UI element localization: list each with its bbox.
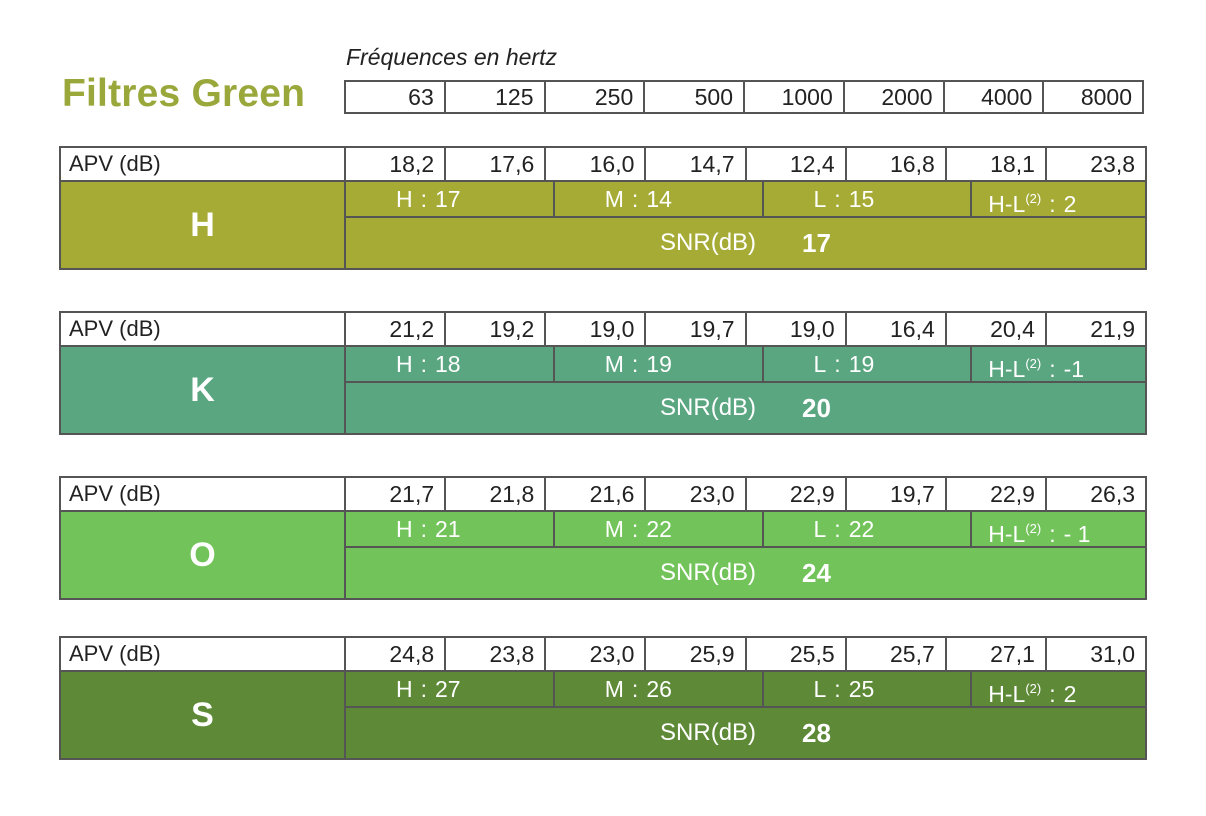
ratings-row: H:18 M:19 L:19 H-L(2): -1 bbox=[346, 347, 1145, 383]
frequency-cell: 8000 bbox=[1080, 84, 1132, 110]
apv-row: APV (dB) 18,2 17,6 16,0 14,7 12,4 16,8 1… bbox=[59, 146, 1147, 182]
snr-row: SNR(dB) 28 bbox=[346, 708, 1145, 758]
apv-cell: 16,0 bbox=[546, 148, 647, 180]
snr-row: SNR(dB) 24 bbox=[346, 548, 1145, 598]
apv-cell: 25,7 bbox=[847, 638, 947, 670]
snr-label: SNR(dB) bbox=[660, 229, 757, 256]
rating-l: L:25 bbox=[764, 672, 973, 706]
frequency-header-table: 63 125 250 500 1000 2000 4000 8000 bbox=[344, 80, 1144, 114]
apv-cell: 25,5 bbox=[747, 638, 847, 670]
filter-letter: H bbox=[190, 205, 215, 244]
filter-block-s: APV (dB) 24,8 23,8 23,0 25,9 25,5 25,7 2… bbox=[59, 636, 1147, 760]
apv-cell: 21,2 bbox=[346, 313, 447, 345]
filter-letter: K bbox=[190, 370, 215, 409]
filter-color-area: K H:18 M:19 L:19 H-L(2): -1 SNR(dB) 20 bbox=[59, 345, 1147, 435]
apv-cell: 26,3 bbox=[1090, 481, 1135, 507]
rating-l: L:22 bbox=[764, 512, 973, 546]
apv-cell: 19,0 bbox=[747, 313, 847, 345]
apv-cell: 19,2 bbox=[446, 313, 547, 345]
apv-label: APV (dB) bbox=[61, 638, 346, 670]
frequency-cell: 4000 bbox=[945, 82, 1045, 112]
apv-cell: 21,6 bbox=[546, 478, 647, 510]
frequency-cell: 500 bbox=[645, 82, 745, 112]
filter-block-k: APV (dB) 21,2 19,2 19,0 19,7 19,0 16,4 2… bbox=[59, 311, 1147, 435]
filter-letter: O bbox=[189, 535, 216, 574]
filter-letter-box: S bbox=[61, 672, 346, 758]
rating-m: M:26 bbox=[555, 672, 764, 706]
apv-cell: 27,1 bbox=[947, 638, 1047, 670]
frequency-cell: 250 bbox=[546, 82, 646, 112]
apv-cell: 12,4 bbox=[747, 148, 847, 180]
apv-row: APV (dB) 24,8 23,8 23,0 25,9 25,5 25,7 2… bbox=[59, 636, 1147, 672]
snr-label: SNR(dB) bbox=[660, 719, 757, 746]
frequency-caption: Fréquences en hertz bbox=[346, 44, 557, 70]
filter-color-area: S H:27 M:26 L:25 H-L(2):2 SNR(dB) 28 bbox=[59, 670, 1147, 760]
rating-h: H:18 bbox=[346, 347, 555, 381]
rating-hl: H-L(2):2 bbox=[988, 191, 1077, 217]
apv-cell: 20,4 bbox=[947, 313, 1047, 345]
snr-label: SNR(dB) bbox=[660, 559, 757, 586]
snr-value: 24 bbox=[802, 557, 831, 588]
snr-value: 28 bbox=[802, 717, 831, 748]
frequency-cell: 1000 bbox=[745, 82, 845, 112]
frequency-cell: 2000 bbox=[845, 82, 945, 112]
apv-cell: 23,0 bbox=[546, 638, 647, 670]
apv-cell: 21,9 bbox=[1090, 316, 1135, 342]
apv-cell: 19,7 bbox=[646, 313, 747, 345]
apv-cell: 19,0 bbox=[546, 313, 647, 345]
filter-letter-box: H bbox=[61, 182, 346, 268]
frequency-cell: 63 bbox=[346, 82, 446, 112]
snr-value: 17 bbox=[802, 227, 831, 258]
ratings-row: H:27 M:26 L:25 H-L(2):2 bbox=[346, 672, 1145, 708]
apv-cell: 25,9 bbox=[646, 638, 747, 670]
apv-cell: 14,7 bbox=[646, 148, 747, 180]
apv-row: APV (dB) 21,7 21,8 21,6 23,0 22,9 19,7 2… bbox=[59, 476, 1147, 512]
apv-cell: 22,9 bbox=[747, 478, 847, 510]
apv-cell: 16,8 bbox=[847, 148, 947, 180]
apv-cell: 22,9 bbox=[947, 478, 1047, 510]
apv-cell: 21,8 bbox=[446, 478, 547, 510]
rating-h: H:27 bbox=[346, 672, 555, 706]
apv-cell: 16,4 bbox=[847, 313, 947, 345]
apv-cell: 17,6 bbox=[446, 148, 547, 180]
filter-block-o: APV (dB) 21,7 21,8 21,6 23,0 22,9 19,7 2… bbox=[59, 476, 1147, 600]
apv-cell: 23,8 bbox=[1090, 151, 1135, 177]
rating-m: M:19 bbox=[555, 347, 764, 381]
rating-hl: H-L(2): -1 bbox=[988, 356, 1085, 382]
apv-cell: 21,7 bbox=[346, 478, 447, 510]
filter-letter-box: O bbox=[61, 512, 346, 598]
rating-h: H:17 bbox=[346, 182, 555, 216]
apv-row: APV (dB) 21,2 19,2 19,0 19,7 19,0 16,4 2… bbox=[59, 311, 1147, 347]
apv-label: APV (dB) bbox=[61, 313, 346, 345]
apv-cell: 31,0 bbox=[1090, 641, 1135, 667]
rating-h: H:21 bbox=[346, 512, 555, 546]
filter-letter-box: K bbox=[61, 347, 346, 433]
apv-cell: 23,8 bbox=[446, 638, 547, 670]
rating-hl: H-L(2):2 bbox=[988, 681, 1077, 707]
apv-cell: 18,1 bbox=[947, 148, 1047, 180]
apv-label: APV (dB) bbox=[61, 478, 346, 510]
rating-l: L:15 bbox=[764, 182, 973, 216]
apv-cell: 23,0 bbox=[646, 478, 747, 510]
snr-label: SNR(dB) bbox=[660, 394, 757, 421]
apv-cell: 19,7 bbox=[847, 478, 947, 510]
filter-letter: S bbox=[191, 695, 214, 734]
rating-m: M:14 bbox=[555, 182, 764, 216]
filter-block-h: APV (dB) 18,2 17,6 16,0 14,7 12,4 16,8 1… bbox=[59, 146, 1147, 270]
apv-label: APV (dB) bbox=[61, 148, 346, 180]
filter-color-area: H H:17 M:14 L:15 H-L(2):2 SNR(dB) 17 bbox=[59, 180, 1147, 270]
snr-row: SNR(dB) 17 bbox=[346, 218, 1145, 268]
snr-row: SNR(dB) 20 bbox=[346, 383, 1145, 433]
page-title: Filtres Green bbox=[62, 72, 306, 115]
frequency-cell: 125 bbox=[446, 82, 546, 112]
filter-color-area: O H:21 M:22 L:22 H-L(2): - 1 SNR(dB) 24 bbox=[59, 510, 1147, 600]
apv-cell: 18,2 bbox=[346, 148, 447, 180]
ratings-row: H:21 M:22 L:22 H-L(2): - 1 bbox=[346, 512, 1145, 548]
apv-cell: 24,8 bbox=[346, 638, 447, 670]
rating-m: M:22 bbox=[555, 512, 764, 546]
rating-hl: H-L(2): - 1 bbox=[988, 521, 1091, 547]
ratings-row: H:17 M:14 L:15 H-L(2):2 bbox=[346, 182, 1145, 218]
rating-l: L:19 bbox=[764, 347, 973, 381]
snr-value: 20 bbox=[802, 392, 831, 423]
